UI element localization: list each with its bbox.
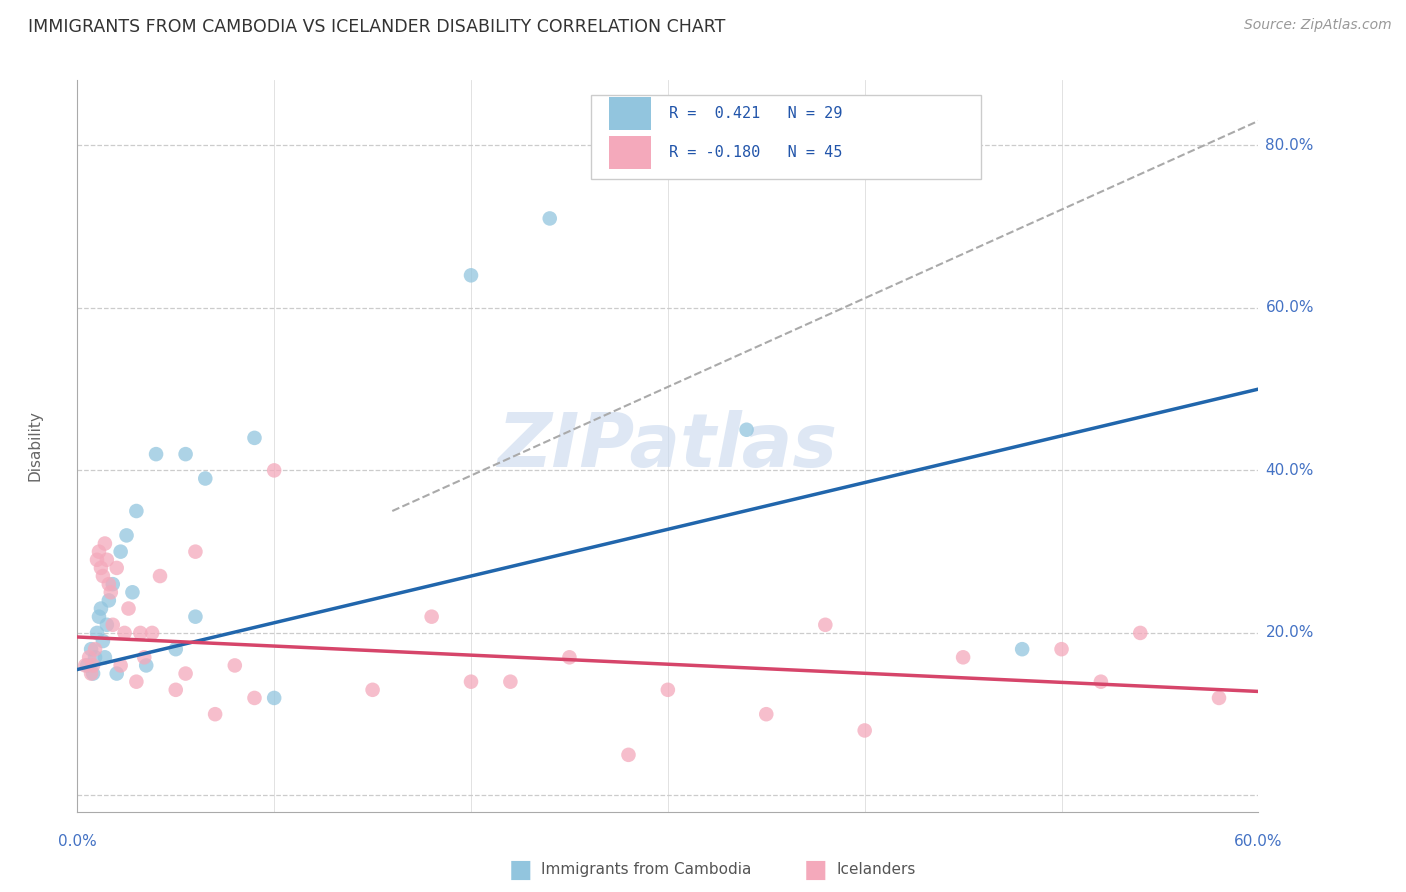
Point (87, 544, 110, 558)
Point (80, 666, 103, 681)
Point (755, 707, 778, 722)
Point (91, 634, 114, 648)
Point (105, 561, 128, 575)
Point (84, 642, 107, 657)
Point (96, 553, 118, 567)
Text: R = -0.180   N = 45: R = -0.180 N = 45 (669, 145, 842, 160)
Point (1090, 674, 1112, 689)
Point (1208, 690, 1230, 705)
Point (101, 617, 124, 632)
Point (1050, 642, 1073, 657)
Point (735, 423, 758, 437)
Point (101, 577, 124, 591)
Point (115, 528, 138, 542)
Point (174, 447, 197, 461)
Point (110, 544, 132, 558)
Point (165, 642, 187, 657)
Text: 20.0%: 20.0% (1265, 625, 1313, 640)
Point (657, 682, 679, 697)
Text: Immigrants from Cambodia: Immigrants from Cambodia (541, 863, 752, 877)
Point (263, 690, 285, 705)
Text: ZIPatlas: ZIPatlas (498, 409, 838, 483)
Point (91, 569, 114, 583)
Point (94, 536, 117, 550)
Point (243, 431, 266, 445)
Point (141, 626, 163, 640)
Text: IMMIGRANTS FROM CAMBODIA VS ICELANDER DISABILITY CORRELATION CHART: IMMIGRANTS FROM CAMBODIA VS ICELANDER DI… (28, 18, 725, 36)
Text: 0.0%: 0.0% (58, 834, 97, 849)
Point (263, 463, 285, 477)
FancyBboxPatch shape (609, 97, 651, 130)
Point (86, 626, 108, 640)
Point (460, 674, 482, 689)
Point (499, 674, 522, 689)
Point (87, 609, 110, 624)
Point (194, 471, 217, 485)
Point (558, 650, 581, 665)
Point (129, 626, 152, 640)
Point (174, 666, 197, 681)
Point (460, 268, 482, 283)
Point (100, 585, 122, 599)
Text: Icelanders: Icelanders (837, 863, 915, 877)
Point (952, 650, 974, 665)
Point (814, 617, 837, 632)
Point (1129, 626, 1152, 640)
Point (82, 666, 104, 681)
Point (77, 650, 100, 665)
Point (96, 617, 118, 632)
Point (121, 585, 143, 599)
Point (75, 658, 97, 673)
Point (86, 553, 108, 567)
Point (76, 658, 98, 673)
Point (135, 658, 157, 673)
Point (125, 674, 148, 689)
Text: 60.0%: 60.0% (1265, 301, 1313, 316)
Point (184, 544, 207, 558)
Point (80, 642, 103, 657)
Point (97, 593, 120, 607)
Point (114, 626, 136, 640)
Text: Source: ZipAtlas.com: Source: ZipAtlas.com (1244, 18, 1392, 32)
Point (1011, 642, 1033, 657)
Point (184, 609, 207, 624)
Text: 40.0%: 40.0% (1265, 463, 1313, 478)
Point (90, 561, 112, 575)
Point (145, 447, 167, 461)
Text: 60.0%: 60.0% (1234, 834, 1282, 849)
Text: R =  0.421   N = 29: R = 0.421 N = 29 (669, 106, 842, 121)
Point (243, 690, 266, 705)
Point (82, 658, 104, 673)
Point (617, 747, 640, 762)
Point (204, 707, 226, 722)
Point (361, 682, 384, 697)
Point (110, 658, 132, 673)
Point (134, 650, 156, 665)
Point (538, 211, 561, 226)
Point (90, 601, 112, 615)
Text: Disability: Disability (28, 410, 42, 482)
Point (97, 577, 120, 591)
Point (224, 658, 246, 673)
Point (94, 650, 117, 665)
Point (84, 650, 107, 665)
Point (165, 682, 187, 697)
Point (125, 504, 148, 518)
FancyBboxPatch shape (609, 136, 651, 169)
Point (105, 666, 128, 681)
Point (117, 601, 139, 615)
Point (149, 569, 172, 583)
Point (420, 609, 443, 624)
Text: ■: ■ (804, 858, 827, 881)
Text: ■: ■ (509, 858, 531, 881)
Text: 80.0%: 80.0% (1265, 137, 1313, 153)
Point (853, 723, 876, 738)
FancyBboxPatch shape (591, 95, 981, 179)
